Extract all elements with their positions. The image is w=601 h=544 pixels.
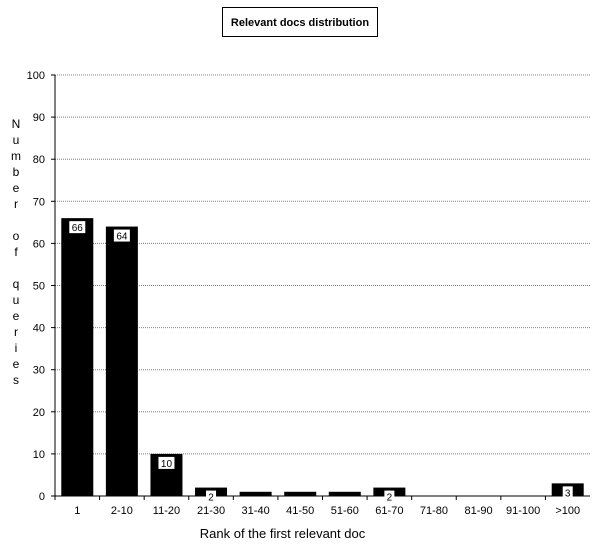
bar	[239, 491, 272, 496]
data-label: 2	[208, 493, 214, 504]
y-tick-label: 60	[33, 238, 45, 250]
y-tick-label: 20	[33, 407, 45, 419]
x-tick-label: >100	[555, 505, 580, 517]
x-tick-label: 71-80	[420, 505, 448, 517]
y-tick-label: 100	[27, 70, 45, 82]
x-tick-label: 1	[74, 505, 80, 517]
data-label-box	[384, 490, 395, 503]
y-tick-label: 70	[33, 196, 45, 208]
x-tick-label: 41-50	[286, 505, 314, 517]
y-tick-label: 50	[33, 281, 45, 293]
data-label: 3	[565, 488, 571, 499]
x-tick-label: 31-40	[242, 505, 270, 517]
bar	[284, 491, 317, 496]
bar	[328, 491, 361, 496]
data-label-box	[158, 456, 175, 469]
y-tick-label: 10	[33, 449, 45, 461]
x-axis-label: Rank of the first relevant doc	[200, 526, 366, 541]
data-label: 64	[116, 232, 128, 243]
x-tick-label: 91-100	[506, 505, 540, 517]
y-tick-label: 0	[39, 491, 45, 503]
chart-title: Relevant docs distribution	[222, 7, 378, 37]
x-tick-label: 11-20	[153, 505, 180, 517]
data-label: 10	[161, 459, 173, 470]
y-tick-label: 90	[33, 112, 45, 124]
y-tick-label: 40	[33, 323, 45, 335]
x-tick-label: 21-30	[197, 505, 225, 517]
data-label-box	[69, 221, 86, 234]
data-label: 66	[72, 223, 84, 234]
bar	[61, 218, 94, 496]
data-label-box	[206, 490, 217, 503]
x-tick-label: 51-60	[331, 505, 359, 517]
data-label-box	[562, 486, 573, 499]
bar	[105, 226, 138, 496]
y-tick-label: 80	[33, 154, 45, 166]
data-label: 2	[387, 493, 393, 504]
y-tick-label: 30	[33, 365, 45, 377]
plot-area	[55, 75, 590, 496]
data-label-box	[113, 229, 130, 242]
x-tick-label: 2-10	[111, 505, 133, 517]
x-tick-label: 61-70	[375, 505, 403, 517]
x-tick-label: 81-90	[464, 505, 492, 517]
